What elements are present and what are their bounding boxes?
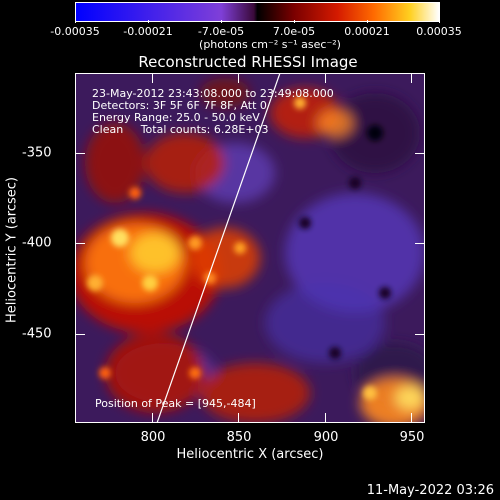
x-tick-label: 900 <box>313 430 339 445</box>
y-tick-label: -350 <box>22 145 52 161</box>
colorbar-tick-label: -0.00035 <box>50 25 100 38</box>
x-tick <box>152 413 153 423</box>
x-tick <box>325 413 326 423</box>
colorbar-tick <box>148 20 149 23</box>
x-tick-label: 850 <box>226 430 252 445</box>
annotation-time-range: 23-May-2012 23:43:08.000 to 23:49:08.000 <box>92 87 334 100</box>
colorbar-tick-label: 7.0e-05 <box>272 25 316 38</box>
colorbar-tick <box>294 20 295 23</box>
x-tick <box>152 73 153 83</box>
colorbar-unit: (photons cm⁻² s⁻¹ asec⁻²) <box>199 38 341 51</box>
x-tick <box>238 413 239 423</box>
annotation-energy: Energy Range: 25.0 - 50.0 keV <box>92 111 260 124</box>
plot-title: Reconstructed RHESSI Image <box>138 53 358 71</box>
colorbar-tick-label: 0.00035 <box>416 25 462 38</box>
x-tick-label: 950 <box>399 430 425 445</box>
x-tick-label: 800 <box>140 430 166 445</box>
y-tick <box>415 153 425 154</box>
x-tick <box>411 73 412 83</box>
rhessi-image-svg <box>75 73 425 423</box>
annotation-peak: Position of Peak = [945,-484] <box>95 397 256 410</box>
y-tick-label: -400 <box>22 235 52 251</box>
y-tick <box>415 243 425 244</box>
y-tick-label: -450 <box>22 326 52 342</box>
colorbar-tick <box>221 20 222 23</box>
colorbar-tick <box>439 20 440 23</box>
y-tick <box>415 334 425 335</box>
solar-limb-line <box>156 73 281 423</box>
colorbar-tick-label: -7.0e-05 <box>197 25 245 38</box>
y-tick <box>75 334 85 335</box>
colorbar-tick <box>367 20 368 23</box>
y-tick <box>75 243 85 244</box>
timestamp: 11-May-2022 03:26 <box>366 483 494 498</box>
annotation-detectors: Detectors: 3F 5F 6F 7F 8F, Att 0 <box>92 99 267 112</box>
x-tick <box>238 73 239 83</box>
x-tick <box>411 413 412 423</box>
x-axis-label: Heliocentric X (arcsec) <box>176 447 324 462</box>
x-tick <box>325 73 326 83</box>
y-axis-label: Heliocentric Y (arcsec) <box>4 177 20 323</box>
colorbar-tick-label: -0.00021 <box>123 25 173 38</box>
colorbar-tick <box>75 20 76 23</box>
y-tick <box>75 153 85 154</box>
annotation-clean: Clean Total counts: 6.28E+03 <box>92 123 269 136</box>
colorbar-tick-label: 0.00021 <box>344 25 390 38</box>
rhessi-image <box>75 73 425 423</box>
colorbar <box>75 2 440 22</box>
